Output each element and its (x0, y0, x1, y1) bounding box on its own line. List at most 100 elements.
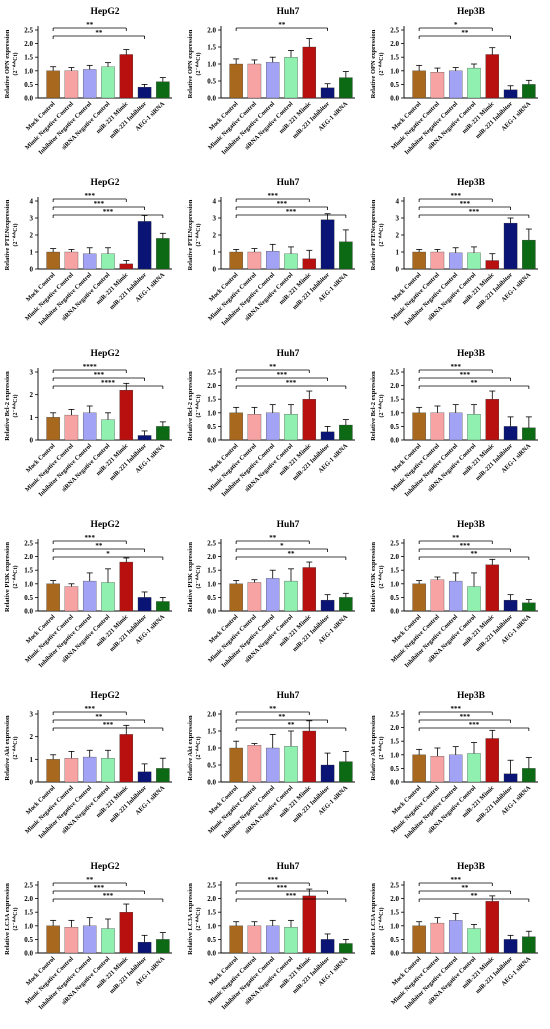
y-tick-label: 0.0 (207, 608, 216, 616)
chart-title: HepG2 (90, 349, 119, 359)
y-tick-label: 1.5 (390, 738, 399, 746)
bar (229, 925, 243, 954)
bar (485, 901, 500, 954)
chart-title: Huh7 (277, 520, 300, 530)
y-tick-label: 1 (396, 249, 400, 257)
y-axis-label: Relative LC3A expression (4, 883, 11, 955)
y-axis-label: Relative Bcl-2 expression (187, 371, 194, 441)
chart-panel-huh7-1: Huh7 Relative OPN expression (2⁻ᐞᐞCt) 0.0 0.… (183, 0, 366, 171)
bar (119, 54, 134, 99)
y-axis-label: Relative OPN expression (187, 29, 194, 98)
chart-title: HepG2 (90, 691, 119, 701)
y-axis-label: Relative PI3K expression (187, 542, 194, 612)
chart-svg: Hep3B Relative OPN expression (2⁻ᐞᐞCt) 0.0 0… (370, 7, 538, 156)
y-tick-label: 3 (30, 369, 34, 377)
bar (101, 582, 115, 612)
y-tick-label: 1.0 (24, 67, 33, 75)
sig-label: *** (103, 208, 114, 216)
sig-label: *** (94, 884, 105, 892)
sig-label: ** (86, 876, 94, 884)
bar (101, 928, 115, 954)
y-tick-label: 1.0 (207, 922, 216, 930)
chart-title: Huh7 (277, 691, 300, 701)
bar (412, 754, 426, 783)
bar (320, 219, 335, 270)
bar (46, 925, 60, 954)
y-axis-unit: (2⁻ᐞᐞCt) (12, 565, 19, 588)
bar (503, 599, 518, 612)
chart-title: HepG2 (90, 7, 119, 17)
chart-svg: HepG2 Relative OPN expression (2⁻ᐞᐞCt) 0.0 0… (4, 7, 172, 156)
y-axis-unit: (2⁻ᐞᐞCt) (195, 736, 202, 759)
y-tick-label: 1 (213, 249, 217, 257)
bar (137, 86, 152, 99)
bar (119, 912, 134, 954)
chart-panel-hepg2-2: HepG2 Relative PTENexpression (2⁻ᐞᐞCt) 0 1 2 3… (0, 171, 183, 342)
bar (46, 583, 60, 612)
y-axis-unit: (2⁻ᐞᐞCt) (12, 736, 19, 759)
sig-label: *** (267, 192, 278, 200)
sig-label: *** (469, 208, 480, 216)
y-tick-label: 0.0 (24, 608, 33, 616)
bar (412, 412, 426, 441)
bar (46, 759, 60, 783)
chart-panel-hepg2-1: HepG2 Relative OPN expression (2⁻ᐞᐞCt) 0.0 0… (0, 0, 183, 171)
y-tick-label: 1.5 (390, 567, 399, 575)
chart-panel-hepg2-6: HepG2 Relative LC3A expression (2⁻ᐞᐞCt) 0.0… (0, 855, 183, 1026)
y-tick-label: 2.0 (24, 40, 33, 48)
y-tick-label: 0.5 (207, 423, 216, 431)
sig-label: ** (461, 29, 469, 37)
bar (265, 925, 280, 954)
y-axis-label: Relative OPN expression (370, 29, 377, 98)
sig-label: *** (460, 371, 471, 379)
bar (82, 412, 97, 441)
sig-label: ** (269, 534, 277, 542)
bar (522, 427, 536, 441)
bar (101, 758, 115, 783)
y-tick-label: 1.0 (390, 751, 399, 759)
chart-panel-hep3b-5: Hep3B Relative Akt expression (2⁻ᐞᐞCt) 0.0 0… (366, 684, 549, 855)
sig-label: *** (286, 208, 297, 216)
bar (247, 925, 262, 954)
bar (46, 417, 60, 441)
y-tick-label: 1.0 (207, 580, 216, 588)
y-axis-label: Relative Bcl-2 expression (4, 371, 11, 441)
bar (64, 758, 79, 783)
chart-panel-hep3b-2: Hep3B Relative PTENexpression (2⁻ᐞᐞCt) 0 1 2 3… (366, 171, 549, 342)
bar (467, 928, 481, 954)
bar (302, 567, 317, 612)
y-tick-label: 2 (30, 391, 34, 399)
sig-label: *** (277, 884, 288, 892)
bar (265, 747, 280, 783)
bar (339, 943, 353, 954)
bar (467, 586, 481, 612)
chart-title: Hep3B (457, 7, 486, 17)
sig-label: *** (94, 200, 105, 208)
y-tick-label: 2 (30, 733, 34, 741)
y-tick-label: 1.5 (207, 567, 216, 575)
y-tick-label: 1.0 (390, 580, 399, 588)
bar (430, 72, 445, 99)
sig-label: *** (103, 892, 114, 900)
chart-svg: Huh7 Relative OPN expression (2⁻ᐞᐞCt) 0.0 0.… (187, 7, 355, 156)
sig-label: *** (267, 876, 278, 884)
bar (448, 252, 463, 270)
bar (430, 251, 445, 270)
y-tick-label: 1.5 (207, 396, 216, 404)
bar (522, 84, 536, 99)
y-tick-label: 2.0 (390, 724, 399, 732)
y-tick-label: 0.5 (207, 78, 216, 86)
bar (448, 412, 463, 441)
bar (320, 431, 335, 441)
bar (522, 239, 536, 270)
y-tick-label: 2.0 (207, 382, 216, 390)
sig-label: ** (95, 29, 103, 37)
bar (284, 746, 298, 783)
y-axis-unit: (2⁻ᐞᐞCt) (195, 565, 202, 588)
chart-svg: Hep3B Relative PI3K expression (2⁻ᐞᐞCt) 0.0… (370, 520, 538, 669)
bar (302, 258, 317, 270)
y-tick-label: 1 (30, 249, 34, 257)
y-axis-label: Relative PTENexpression (370, 199, 377, 270)
chart-svg: Hep3B Relative LC3A expression (2⁻ᐞᐞCt) 0.0… (370, 862, 538, 1011)
chart-title: Huh7 (277, 862, 300, 872)
